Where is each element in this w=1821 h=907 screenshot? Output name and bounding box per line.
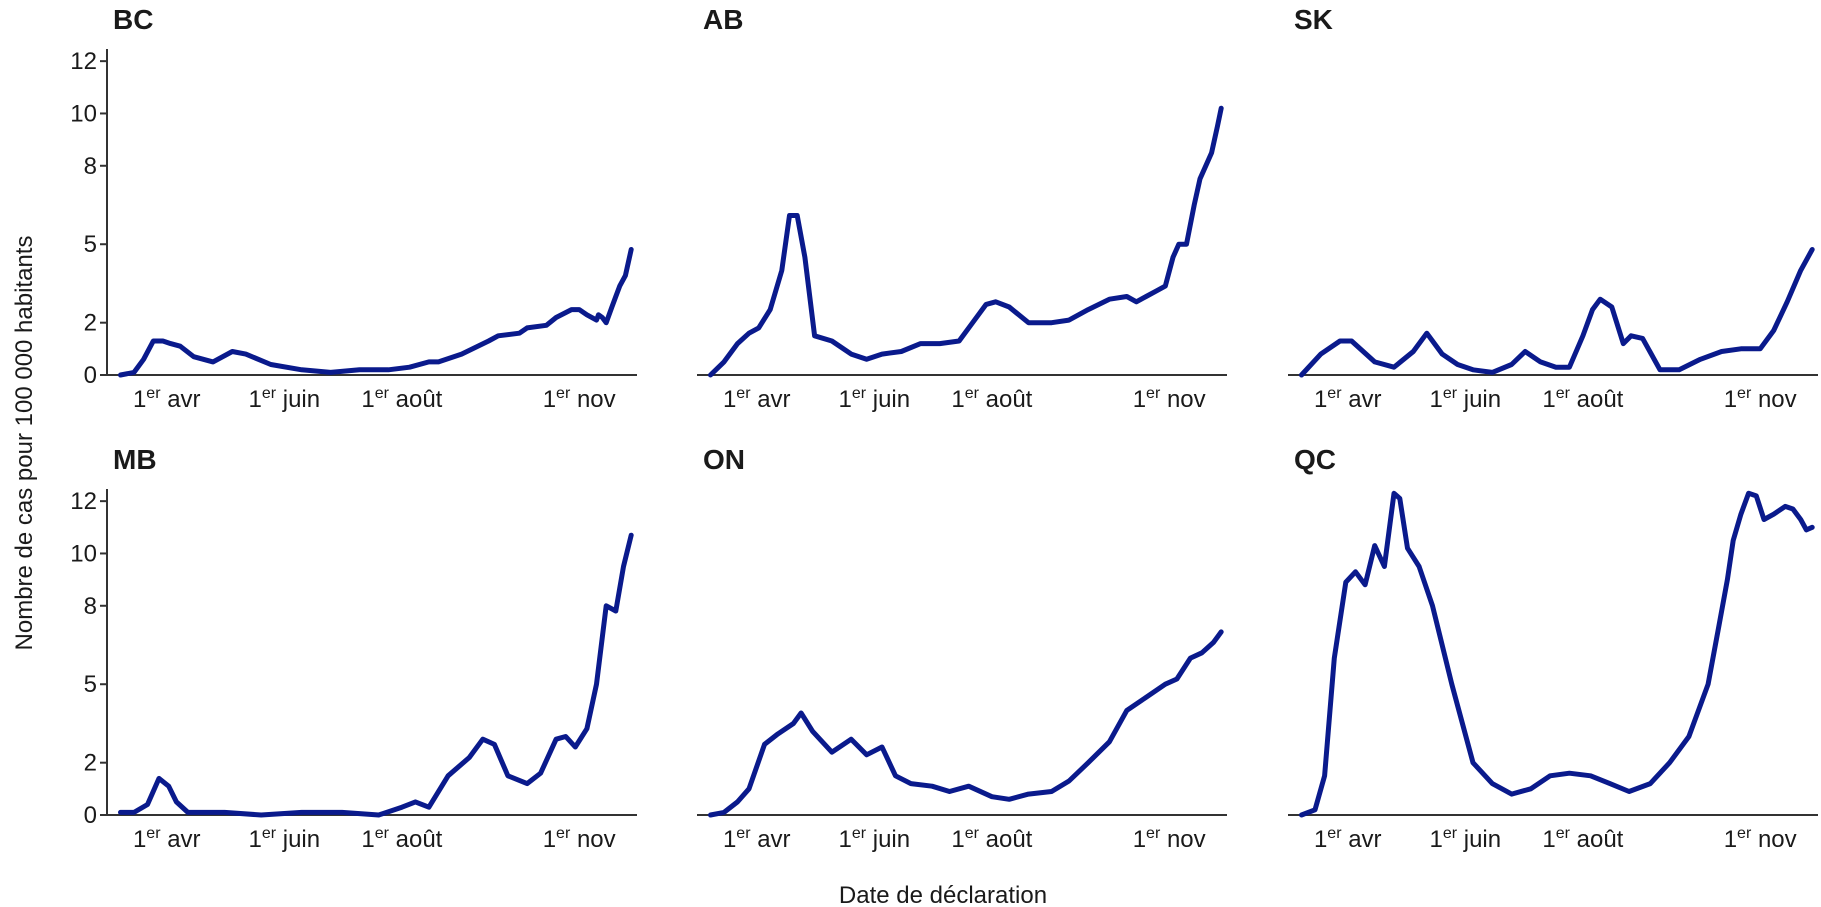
y-tick-label-2: 5 xyxy=(84,671,97,698)
y-tick-label-3: 8 xyxy=(84,593,97,620)
y-tick-label-0: 0 xyxy=(84,362,97,389)
x-tick-label-2: 1er août xyxy=(951,825,1032,853)
x-tick-label-2: 1er août xyxy=(1542,825,1623,853)
x-axis-title: Date de déclaration xyxy=(839,882,1047,907)
x-tick-label-3: 1er nov xyxy=(1724,825,1797,853)
x-tick-label-2: 1er août xyxy=(951,385,1032,413)
x-tick-label-1: 1er juin xyxy=(248,385,320,413)
series-line-sk xyxy=(1299,247,1815,378)
y-tick-label-1: 2 xyxy=(84,310,97,337)
x-tick-label-1: 1er juin xyxy=(838,385,910,413)
y-tick-label-3: 8 xyxy=(84,153,97,180)
y-tick-label-5: 12 xyxy=(70,48,97,75)
x-tick-label-0: 1er avr xyxy=(1314,825,1382,853)
x-tick-label-0: 1er avr xyxy=(1314,385,1382,413)
x-tick-label-3: 1er nov xyxy=(1724,385,1797,413)
y-tick-label-1: 2 xyxy=(84,750,97,777)
y-tick-label-2: 5 xyxy=(84,231,97,258)
y-axis-title: Nombre de cas pour 100 000 habitants xyxy=(11,236,38,651)
x-tick-label-3: 1er nov xyxy=(543,385,616,413)
series-line-qc xyxy=(1299,490,1815,818)
series-line-ab xyxy=(708,105,1224,378)
x-tick-label-0: 1er avr xyxy=(133,825,201,853)
x-tick-label-1: 1er juin xyxy=(248,825,320,853)
panel-title: MB xyxy=(113,444,157,475)
y-tick-label-5: 12 xyxy=(70,488,97,515)
panel-title: QC xyxy=(1294,444,1336,475)
x-tick-label-1: 1er juin xyxy=(1429,385,1501,413)
panel-sk: SK 1er avr 1er juin 1er août 1er nov xyxy=(1288,4,1818,413)
x-tick-label-2: 1er août xyxy=(361,825,442,853)
x-tick-label-1: 1er juin xyxy=(1429,825,1501,853)
series-line-on xyxy=(708,629,1224,818)
panel-title: BC xyxy=(113,4,153,35)
x-tick-label-1: 1er juin xyxy=(838,825,910,853)
panel-bc: BC 0 2 5 8 10 12 1er avr 1er juin 1er août 1er nov xyxy=(70,4,637,413)
y-tick-label-4: 10 xyxy=(70,100,97,127)
series-line-bc xyxy=(118,247,634,378)
x-tick-label-2: 1er août xyxy=(361,385,442,413)
y-tick-label-0: 0 xyxy=(84,802,97,829)
x-tick-label-2: 1er août xyxy=(1542,385,1623,413)
x-tick-label-0: 1er avr xyxy=(723,825,791,853)
x-tick-label-3: 1er nov xyxy=(543,825,616,853)
panel-ab: AB 1er avr 1er juin 1er août 1er nov xyxy=(697,4,1227,413)
x-tick-label-0: 1er avr xyxy=(133,385,201,413)
x-tick-label-3: 1er nov xyxy=(1133,385,1206,413)
panel-mb: MB 0 2 5 8 10 12 1er avr 1er juin 1er août 1er nov xyxy=(70,444,637,853)
panel-title: SK xyxy=(1294,4,1333,35)
x-tick-label-0: 1er avr xyxy=(723,385,791,413)
series-line-mb xyxy=(118,532,634,818)
panel-on: ON 1er avr 1er juin 1er août 1er nov xyxy=(697,444,1227,853)
panel-title: AB xyxy=(703,4,743,35)
panels: BC 0 2 5 8 10 12 1er avr 1er juin 1er août 1er nov… xyxy=(70,4,1818,853)
panel-title: ON xyxy=(703,444,745,475)
x-tick-label-3: 1er nov xyxy=(1133,825,1206,853)
y-tick-label-4: 10 xyxy=(70,540,97,567)
panel-qc: QC 1er avr 1er juin 1er août 1er nov xyxy=(1288,444,1818,853)
